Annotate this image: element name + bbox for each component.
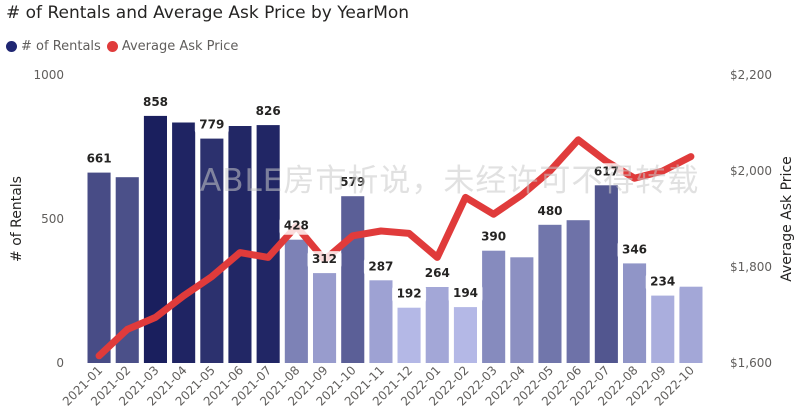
data-label-2021-11: 287 <box>368 259 393 273</box>
data-label-2022-08: 346 <box>622 242 647 256</box>
price-point-2022-05[interactable] <box>547 168 553 174</box>
bar-2021-04[interactable] <box>172 122 196 364</box>
bar-2021-06[interactable] <box>228 126 252 363</box>
data-label-2022-01: 264 <box>425 266 450 280</box>
data-label-bg-2021-01 <box>82 150 117 168</box>
y-tick-label: 1000 <box>33 68 64 82</box>
data-label-2022-02: 194 <box>453 286 478 300</box>
y2-tick-label: $2,000 <box>730 164 772 178</box>
price-point-2022-09[interactable] <box>660 168 666 174</box>
bar-2021-11[interactable] <box>369 280 393 363</box>
bars-group <box>87 115 703 364</box>
data-label-bg-2022-08 <box>617 241 652 259</box>
data-label-bg-2021-12 <box>392 285 427 303</box>
price-line[interactable] <box>95 136 695 360</box>
price-point-2021-07[interactable] <box>265 254 271 260</box>
y2-tick-label: $2,200 <box>730 68 772 82</box>
y2-axis-title: Average Ask Price <box>779 156 795 282</box>
data-label-bg-2021-05 <box>194 116 229 134</box>
price-point-2021-11[interactable] <box>378 228 384 234</box>
price-point-2021-05[interactable] <box>209 274 215 280</box>
data-label-bg-2022-03 <box>476 228 511 246</box>
price-point-2021-03[interactable] <box>153 314 158 320</box>
legend-dot-price-icon <box>106 40 118 52</box>
bar-2021-01[interactable] <box>87 172 111 363</box>
data-label-bg-2021-10 <box>335 174 370 192</box>
legend-item-rentals[interactable]: # of Rentals <box>6 39 101 54</box>
bar-2022-01[interactable] <box>425 287 449 363</box>
price-point-2022-10[interactable] <box>688 154 694 160</box>
data-label-bg-2021-03 <box>138 93 173 111</box>
bar-2021-10[interactable] <box>341 196 365 363</box>
data-label-bg-2021-07 <box>251 103 286 121</box>
bar-2022-08[interactable] <box>623 263 647 363</box>
price-point-2022-08[interactable] <box>632 175 637 181</box>
data-label-bg-2022-02 <box>448 285 483 303</box>
legend: # of Rentals Average Ask Price <box>6 37 244 55</box>
legend-dot-rentals-icon <box>6 40 17 52</box>
chart-title: # of Rentals and Average Ask Price by Ye… <box>6 3 410 23</box>
y-tick-label: 500 <box>41 212 64 226</box>
price-point-2022-03[interactable] <box>491 211 497 217</box>
price-point-2021-02[interactable] <box>124 326 130 332</box>
bar-2022-06[interactable] <box>566 220 590 363</box>
data-label-2022-09: 234 <box>650 275 675 289</box>
bar-2022-02[interactable] <box>453 307 477 363</box>
bar-2021-07[interactable] <box>256 125 280 363</box>
data-label-2022-07: 617 <box>594 164 619 178</box>
legend-item-price[interactable]: Average Ask Price <box>106 38 239 54</box>
price-point-2022-07[interactable] <box>603 158 609 164</box>
price-point-2021-10[interactable] <box>350 233 356 239</box>
data-label-bg-2021-11 <box>363 258 398 276</box>
bar-2021-05[interactable] <box>200 138 224 363</box>
price-point-2021-12[interactable] <box>406 230 412 236</box>
data-label-2021-05: 779 <box>199 118 224 132</box>
y-axis-title: # of Rentals <box>9 176 25 262</box>
bar-2022-07[interactable] <box>594 185 618 363</box>
legend-label-rentals: # of Rentals <box>21 38 101 54</box>
data-label-bg-2021-08 <box>279 217 314 235</box>
bar-2022-03[interactable] <box>482 250 506 363</box>
legend-label-price: Average Ask Price <box>121 38 239 54</box>
price-point-2021-06[interactable] <box>237 250 243 256</box>
price-point-2022-04[interactable] <box>519 192 525 198</box>
data-label-2021-08: 428 <box>284 219 309 233</box>
bar-2021-03[interactable] <box>143 115 167 364</box>
data-label-2021-10: 579 <box>340 175 365 189</box>
bar-2022-05[interactable] <box>538 224 562 363</box>
data-label-2021-01: 661 <box>87 152 112 166</box>
data-label-2021-09: 312 <box>312 252 337 266</box>
data-label-2021-07: 826 <box>256 104 281 118</box>
data-label-bg-2022-07 <box>589 163 624 181</box>
bar-2022-10[interactable] <box>679 286 703 363</box>
data-label-2022-05: 480 <box>537 204 562 218</box>
price-point-2022-02[interactable] <box>463 194 468 200</box>
data-label-2022-03: 390 <box>481 230 506 244</box>
price-point-2022-06[interactable] <box>575 137 581 143</box>
price-point-2021-04[interactable] <box>181 293 187 299</box>
bar-2021-09[interactable] <box>313 273 337 363</box>
y-tick-label: 0 <box>56 356 64 370</box>
bar-2021-12[interactable] <box>397 307 421 363</box>
bar-2022-09[interactable] <box>651 295 675 363</box>
price-point-2022-01[interactable] <box>434 254 440 260</box>
data-label-bg-2022-05 <box>533 202 567 220</box>
bar-2021-02[interactable] <box>115 177 139 363</box>
y2-tick-label: $1,600 <box>730 356 772 370</box>
data-label-bg-2022-09 <box>645 273 680 291</box>
data-label-bg-2021-09 <box>307 251 342 269</box>
bar-2021-08[interactable] <box>284 239 308 363</box>
data-label-2021-03: 858 <box>143 95 168 109</box>
price-point-2021-01[interactable] <box>96 353 102 359</box>
bar-2022-04[interactable] <box>510 257 534 363</box>
data-label-2021-12: 192 <box>397 287 422 301</box>
data-label-bg-2022-01 <box>420 265 455 282</box>
y2-tick-label: $1,800 <box>730 260 772 274</box>
